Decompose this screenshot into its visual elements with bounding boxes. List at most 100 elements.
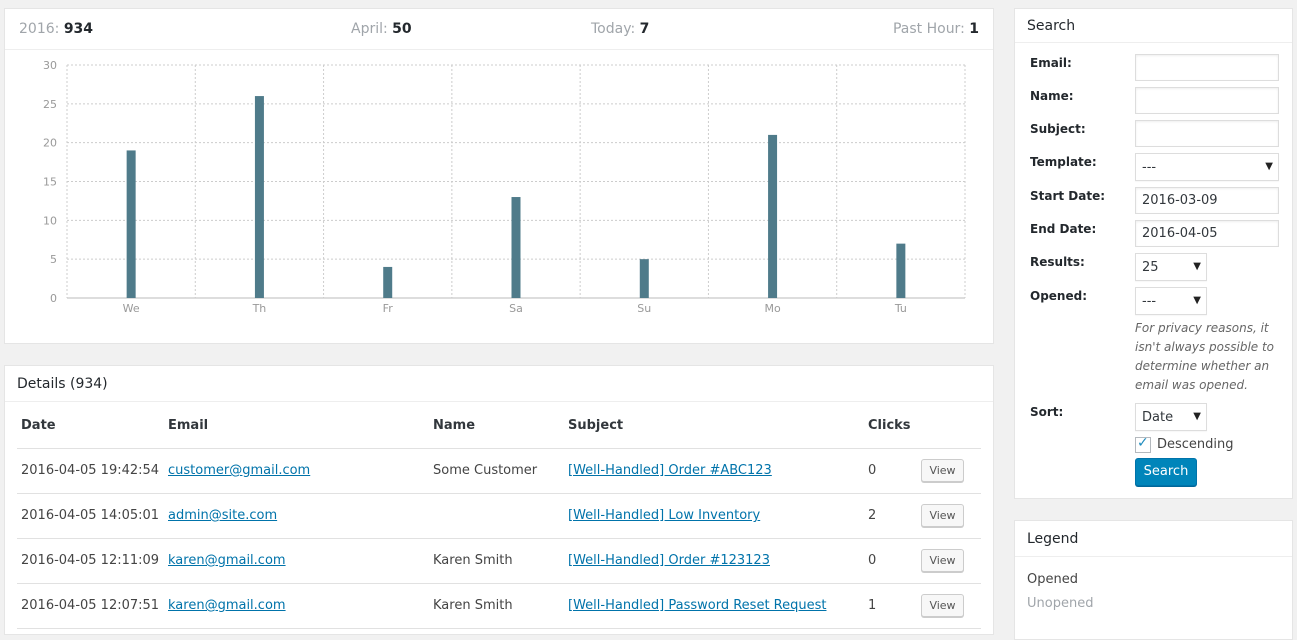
details-title: Details (934): [5, 366, 993, 402]
subject-label: Subject:: [1030, 122, 1086, 136]
start-date-label: Start Date:: [1030, 189, 1106, 203]
y-tick-label: 30: [43, 59, 57, 72]
opened-select[interactable]: --- ▼: [1135, 287, 1207, 315]
search-panel: Search Email: Name: Subject: Template: -…: [1014, 8, 1293, 499]
start-date-field[interactable]: 2016-03-09: [1135, 187, 1279, 214]
stat-today: Today: 7: [591, 21, 649, 37]
sort-select-value: Date: [1142, 410, 1174, 425]
table-row: 2016-04-05 12:11:09 karen@gmail.com Karen …: [17, 538, 981, 584]
results-select[interactable]: 25 ▼: [1135, 253, 1207, 281]
bar-su: [639, 259, 649, 298]
view-button[interactable]: View: [921, 459, 964, 482]
legend-panel: Legend Opened Unopened: [1014, 520, 1293, 640]
stat-hour-value: 1: [969, 21, 979, 37]
stats-bar: 2016: 934 April: 50 Today: 7 Past Hour: …: [5, 9, 993, 50]
y-tick-label: 25: [43, 98, 57, 111]
stat-year: 2016: 934: [19, 21, 93, 37]
x-tick-label: Su: [637, 302, 651, 315]
row-clicks: 0: [864, 538, 917, 584]
col-action: [917, 403, 981, 449]
y-tick-label: 0: [50, 292, 57, 305]
table-row: 2016-04-05 14:05:01 admin@site.com [Well-H…: [17, 493, 981, 539]
checkmark-icon: ✓: [1137, 435, 1149, 451]
email-label: Email:: [1030, 56, 1072, 70]
view-button[interactable]: View: [921, 594, 964, 617]
row-action: View: [917, 538, 981, 584]
x-tick-label: We: [123, 302, 140, 315]
x-tick-label: Th: [252, 302, 267, 315]
y-tick-label: 10: [43, 214, 57, 227]
col-clicks: Clicks: [864, 403, 917, 449]
email-link[interactable]: admin@site.com: [168, 508, 278, 523]
email-link[interactable]: customer@gmail.com: [168, 463, 311, 478]
view-button[interactable]: View: [921, 549, 964, 572]
subject-link[interactable]: [Well-Handled] Low Inventory: [568, 508, 761, 523]
chevron-down-icon: ▼: [1193, 261, 1201, 272]
end-date-field[interactable]: 2016-04-05: [1135, 220, 1279, 247]
descending-label: Descending: [1157, 437, 1234, 452]
stat-year-label: 2016:: [19, 21, 60, 37]
row-email: customer@gmail.com: [164, 448, 429, 494]
col-date: Date: [17, 403, 164, 449]
row-name: [429, 493, 564, 539]
privacy-note: For privacy reasons, it isn't always pos…: [1135, 321, 1275, 392]
stat-today-label: Today:: [591, 21, 636, 37]
sort-select[interactable]: Date ▼: [1135, 403, 1207, 431]
subject-link[interactable]: [Well-Handled] Password Reset Request: [568, 598, 827, 613]
row-email: admin@site.com: [164, 493, 429, 539]
stat-hour: Past Hour: 1: [893, 21, 979, 37]
row-clicks: 2: [864, 493, 917, 539]
row-action: View: [917, 448, 981, 494]
col-email: Email: [164, 403, 429, 449]
bar-we: [126, 150, 136, 298]
row-subject: [Well-Handled] Low Inventory: [564, 493, 864, 539]
end-date-label: End Date:: [1030, 222, 1097, 236]
template-select-value: ---: [1142, 160, 1157, 175]
email-link[interactable]: karen@gmail.com: [168, 553, 286, 568]
chevron-down-icon: ▼: [1265, 161, 1273, 172]
search-button[interactable]: Search: [1135, 458, 1197, 486]
stat-hour-label: Past Hour:: [892, 21, 965, 37]
template-select[interactable]: --- ▼: [1135, 153, 1279, 181]
row-name: Karen Smith: [429, 583, 564, 629]
details-panel: Details (934) Date Email Name Subject Cl…: [4, 365, 994, 635]
col-subject: Subject: [564, 403, 864, 449]
daily-chart: 0 5 10 15 20 25 30 We Th Fr Sa Su Mo Tu: [43, 59, 966, 315]
subject-field[interactable]: [1135, 120, 1279, 147]
col-name: Name: [429, 403, 564, 449]
chevron-down-icon: ▼: [1193, 411, 1201, 422]
email-link[interactable]: karen@gmail.com: [168, 598, 286, 613]
details-table: Date Email Name Subject Clicks 2016-04-0…: [17, 403, 981, 629]
subject-link[interactable]: [Well-Handled] Order #ABC123: [568, 463, 772, 478]
row-name: Some Customer: [429, 448, 564, 494]
row-date: 2016-04-05 14:05:01: [17, 493, 164, 539]
view-button[interactable]: View: [921, 504, 964, 527]
row-email: karen@gmail.com: [164, 583, 429, 629]
row-date: 2016-04-05 12:07:51: [17, 583, 164, 629]
table-row: 2016-04-05 19:42:54 customer@gmail.com Som…: [17, 448, 981, 494]
table-header-row: Date Email Name Subject Clicks: [17, 403, 981, 449]
name-field[interactable]: [1135, 87, 1279, 114]
y-tick-label: 5: [50, 253, 57, 266]
row-subject: [Well-Handled] Order #123123: [564, 538, 864, 584]
row-action: View: [917, 583, 981, 629]
y-tick-label: 20: [43, 137, 57, 150]
subject-link[interactable]: [Well-Handled] Order #123123: [568, 553, 770, 568]
name-label: Name:: [1030, 89, 1074, 103]
stat-year-value: 934: [63, 21, 94, 37]
row-action: View: [917, 493, 981, 539]
stat-month-label: April:: [351, 21, 388, 37]
legend-unopened: Unopened: [1027, 596, 1094, 611]
legend-title: Legend: [1015, 521, 1292, 557]
email-field[interactable]: [1135, 54, 1279, 81]
results-select-value: 25: [1142, 260, 1159, 275]
stat-today-value: 7: [639, 21, 650, 37]
table-row: 2016-04-05 12:07:51 karen@gmail.com Karen …: [17, 583, 981, 629]
x-tick-label: Mo: [764, 302, 780, 315]
legend-opened: Opened: [1027, 572, 1078, 587]
row-subject: [Well-Handled] Order #ABC123: [564, 448, 864, 494]
row-clicks: 1: [864, 583, 917, 629]
row-clicks: 0: [864, 448, 917, 494]
descending-checkbox[interactable]: ✓: [1135, 435, 1151, 453]
y-tick-label: 15: [43, 176, 57, 189]
